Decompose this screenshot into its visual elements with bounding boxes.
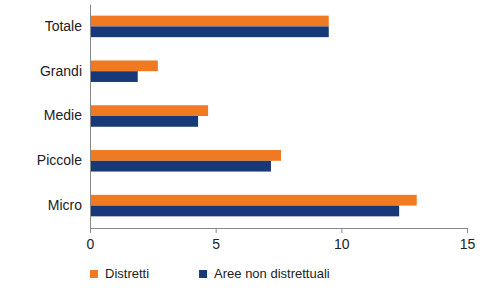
- bars: [90, 16, 417, 217]
- tick-label: 15: [460, 236, 476, 252]
- bar: [90, 16, 329, 27]
- tick-label: 0: [87, 236, 95, 252]
- bar: [90, 105, 208, 116]
- x-axis: 0 5 10 15: [87, 228, 476, 252]
- tick: Grandi: [40, 63, 90, 79]
- legend-swatch: [199, 270, 207, 278]
- bar: [90, 195, 417, 206]
- chart: 0 5 10 15 Totale Grandi Medie Piccole Micro Distr…: [0, 0, 502, 304]
- tick: 5: [212, 228, 220, 252]
- tick: 0: [87, 228, 95, 252]
- tick: Micro: [48, 197, 90, 213]
- tick: Totale: [45, 18, 90, 34]
- legend-label: Aree non distrettuali: [214, 266, 330, 281]
- tick: Piccole: [37, 152, 90, 168]
- bar: [90, 116, 198, 127]
- category-label: Medie: [44, 107, 82, 123]
- tick: 15: [460, 228, 476, 252]
- category-label: Grandi: [40, 63, 82, 79]
- legend-swatch: [90, 270, 98, 278]
- tick: Medie: [44, 107, 90, 123]
- tick-label: 5: [212, 236, 220, 252]
- tick-mark: [467, 228, 468, 233]
- category-label: Micro: [48, 197, 82, 213]
- legend-label: Distretti: [105, 266, 149, 281]
- bar: [90, 26, 329, 37]
- bar: [90, 60, 158, 71]
- bar: [90, 161, 271, 172]
- tick-label: 10: [334, 236, 350, 252]
- series: [90, 26, 399, 216]
- tick-mark: [216, 228, 217, 233]
- tick-mark: [341, 228, 342, 233]
- category-label: Piccole: [37, 152, 82, 168]
- y-axis: Totale Grandi Medie Piccole Micro: [37, 5, 91, 229]
- plot: 0 5 10 15 Totale Grandi Medie Piccole Micro: [37, 5, 476, 252]
- bar: [90, 71, 138, 82]
- tick: 10: [334, 228, 350, 252]
- legend-item: Distretti: [90, 266, 149, 281]
- legend: Distretti Aree non distrettuali: [90, 266, 330, 281]
- legend-item: Aree non distrettuali: [199, 266, 330, 281]
- bar: [90, 150, 281, 161]
- series: [90, 16, 417, 206]
- category-label: Totale: [45, 18, 83, 34]
- axis-line: [90, 5, 91, 229]
- axis-line: [91, 229, 468, 234]
- tick-mark: [90, 228, 91, 233]
- bar: [90, 206, 399, 217]
